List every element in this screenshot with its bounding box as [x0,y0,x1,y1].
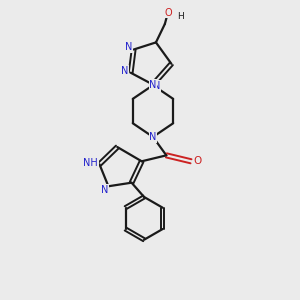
Text: NH: NH [83,158,98,168]
Text: N: N [153,81,160,91]
Text: O: O [164,8,172,18]
Text: N: N [125,42,133,52]
Text: N: N [149,80,157,90]
Text: N: N [149,132,157,142]
Text: N: N [121,66,128,76]
Text: N: N [101,185,109,195]
Text: O: O [194,156,202,166]
Text: H: H [177,12,184,21]
